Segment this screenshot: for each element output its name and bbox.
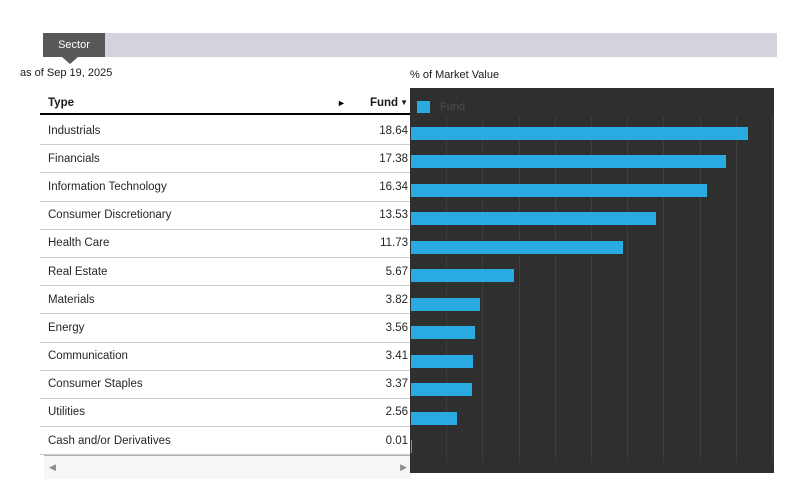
fund-value: 0.01 (385, 434, 408, 447)
gridline (518, 117, 520, 462)
bar-financials[interactable] (411, 155, 726, 168)
gridline (663, 117, 665, 462)
sector-name: Industrials (48, 124, 101, 137)
sort-desc-icon: ▼ (400, 98, 408, 107)
table-row[interactable]: Financials 17.38 (40, 145, 411, 174)
horizontal-scrollbar[interactable]: ◀ ▶ (44, 455, 412, 479)
fund-bar-chart: Fund (410, 88, 774, 473)
fund-value: 16.34 (379, 180, 408, 193)
col-header-type[interactable]: Type (48, 96, 74, 109)
table-row[interactable]: Energy 3.56 (40, 314, 411, 343)
table-row[interactable]: Health Care 11.73 (40, 229, 411, 258)
fund-value: 2.56 (385, 406, 408, 419)
fund-value: 13.53 (379, 209, 408, 222)
bar-materials[interactable] (411, 297, 481, 311)
sector-name: Communication (48, 350, 128, 363)
sector-name: Financials (48, 152, 100, 165)
fund-value: 3.82 (385, 293, 408, 306)
gridline (554, 117, 556, 462)
chart-gridlines (410, 117, 774, 462)
legend-swatch-fund (417, 101, 430, 113)
sector-name: Materials (48, 293, 95, 306)
active-tab-pointer (62, 57, 78, 64)
table-row[interactable]: Materials 3.82 (40, 286, 411, 315)
gridline (627, 117, 629, 462)
sector-name: Real Estate (48, 265, 108, 278)
scroll-right-icon[interactable]: ▶ (400, 462, 407, 472)
tab-bar: Sector (43, 33, 777, 57)
fund-value: 5.67 (385, 265, 408, 278)
bar-health-care[interactable] (411, 240, 624, 254)
sector-name: Consumer Discretionary (48, 209, 172, 222)
expand-columns-icon[interactable]: ► (337, 97, 346, 108)
chart-bars (411, 88, 774, 473)
table-row[interactable]: Information Technology 16.34 (40, 173, 411, 202)
gridline (735, 117, 737, 462)
gridline (482, 117, 484, 462)
bar-industrials[interactable] (411, 126, 749, 140)
fund-value: 3.37 (385, 378, 408, 391)
bar-communication[interactable] (411, 354, 473, 368)
bar-energy[interactable] (411, 326, 476, 339)
gridline (772, 117, 773, 462)
tab-sector[interactable]: Sector (43, 33, 105, 57)
table-row[interactable]: Consumer Discretionary 13.53 (40, 201, 411, 230)
table-header-row: Type ► Fund ▼ (40, 92, 411, 115)
scroll-left-icon[interactable]: ◀ (49, 462, 56, 472)
fund-value: 3.56 (385, 321, 408, 334)
sector-name: Utilities (48, 406, 86, 419)
chart-legend: Fund (417, 101, 465, 113)
gridline (591, 117, 592, 462)
sector-name: Information Technology (48, 180, 167, 193)
sector-table-body: Industrials 18.64 Financials 17.38 Informati… (40, 117, 411, 456)
sector-name: Cash and/or Derivatives (48, 434, 171, 447)
bar-consumer-discretionary[interactable] (411, 212, 656, 225)
fund-value: 11.73 (380, 237, 408, 250)
bar-utilities[interactable] (411, 411, 458, 425)
sector-name: Energy (48, 321, 85, 334)
fund-value: 18.64 (379, 124, 408, 137)
table-row[interactable]: Consumer Staples 3.37 (40, 370, 411, 399)
table-row[interactable]: Real Estate 5.67 (40, 257, 411, 287)
sector-name: Consumer Staples (48, 378, 143, 391)
col-header-fund-label: Fund (369, 96, 399, 109)
sector-name: Health Care (48, 237, 110, 250)
fund-value: 3.41 (385, 350, 408, 363)
table-row[interactable]: Industrials 18.64 (40, 117, 411, 146)
legend-label-fund: Fund (440, 101, 466, 113)
bar-information-technology[interactable] (411, 183, 707, 197)
fund-value: 17.38 (379, 152, 408, 165)
table-row[interactable]: Utilities 2.56 (40, 398, 411, 428)
table-row[interactable]: Communication 3.41 (40, 342, 411, 371)
bar-consumer-staples[interactable] (411, 383, 472, 396)
bar-real-estate[interactable] (411, 269, 514, 282)
chart-axis-title: % of Market Value (410, 69, 500, 81)
col-header-fund[interactable]: Fund ▼ (370, 97, 411, 109)
as-of-date: as of Sep 19, 2025 (20, 67, 113, 79)
gridline (699, 117, 701, 462)
gridline (446, 117, 448, 462)
table-row[interactable]: Cash and/or Derivatives 0.01 (40, 427, 411, 456)
